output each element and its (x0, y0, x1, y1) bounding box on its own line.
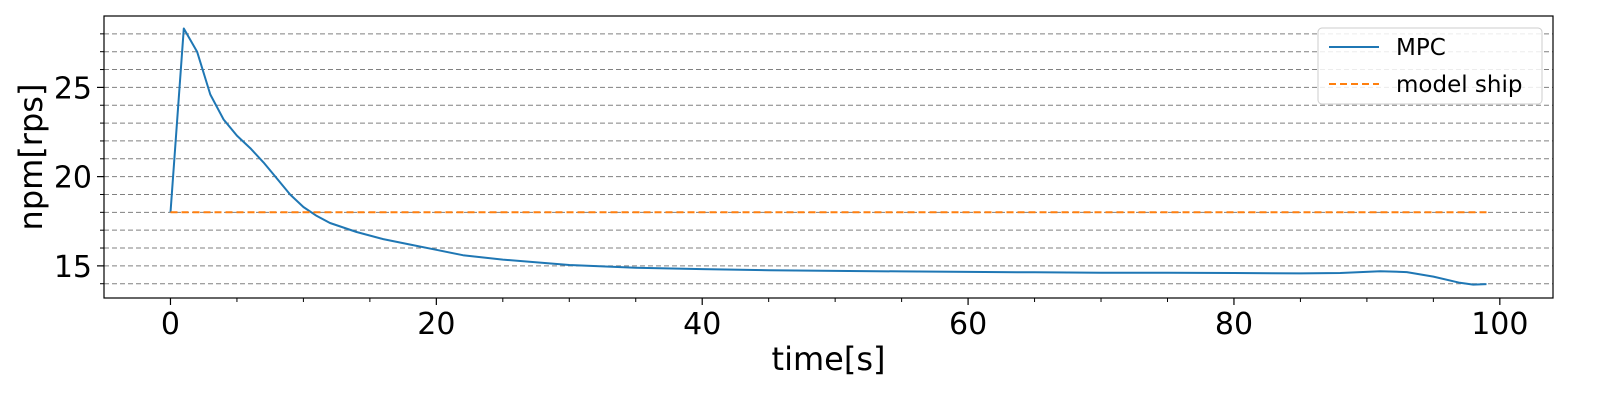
x-tick-label: 100 (1471, 307, 1528, 342)
axis-ticks: 0 20 40 60 80 100 15 20 25 (54, 33, 1528, 342)
y-axis-label: npm[rps] (12, 84, 50, 231)
x-tick-label: 0 (161, 307, 180, 342)
x-tick-label: 60 (949, 307, 987, 342)
legend: MPC model ship (1317, 27, 1543, 105)
series-mpc-line (169, 27, 1487, 286)
y-tick-label: 20 (54, 161, 92, 196)
legend-mpc-label: MPC (1396, 35, 1446, 61)
series-lines (169, 27, 1487, 286)
x-tick-label: 40 (683, 307, 721, 342)
x-tick-label: 20 (417, 307, 455, 342)
y-tick-label: 15 (54, 250, 92, 285)
plot-frame (103, 15, 1554, 299)
y-tick-label: 25 (54, 71, 92, 106)
x-axis-label: time[s] (772, 340, 886, 378)
legend-model-ship-label: model ship (1396, 72, 1522, 98)
grid-lines (104, 33, 1553, 285)
x-tick-label: 80 (1215, 307, 1253, 342)
